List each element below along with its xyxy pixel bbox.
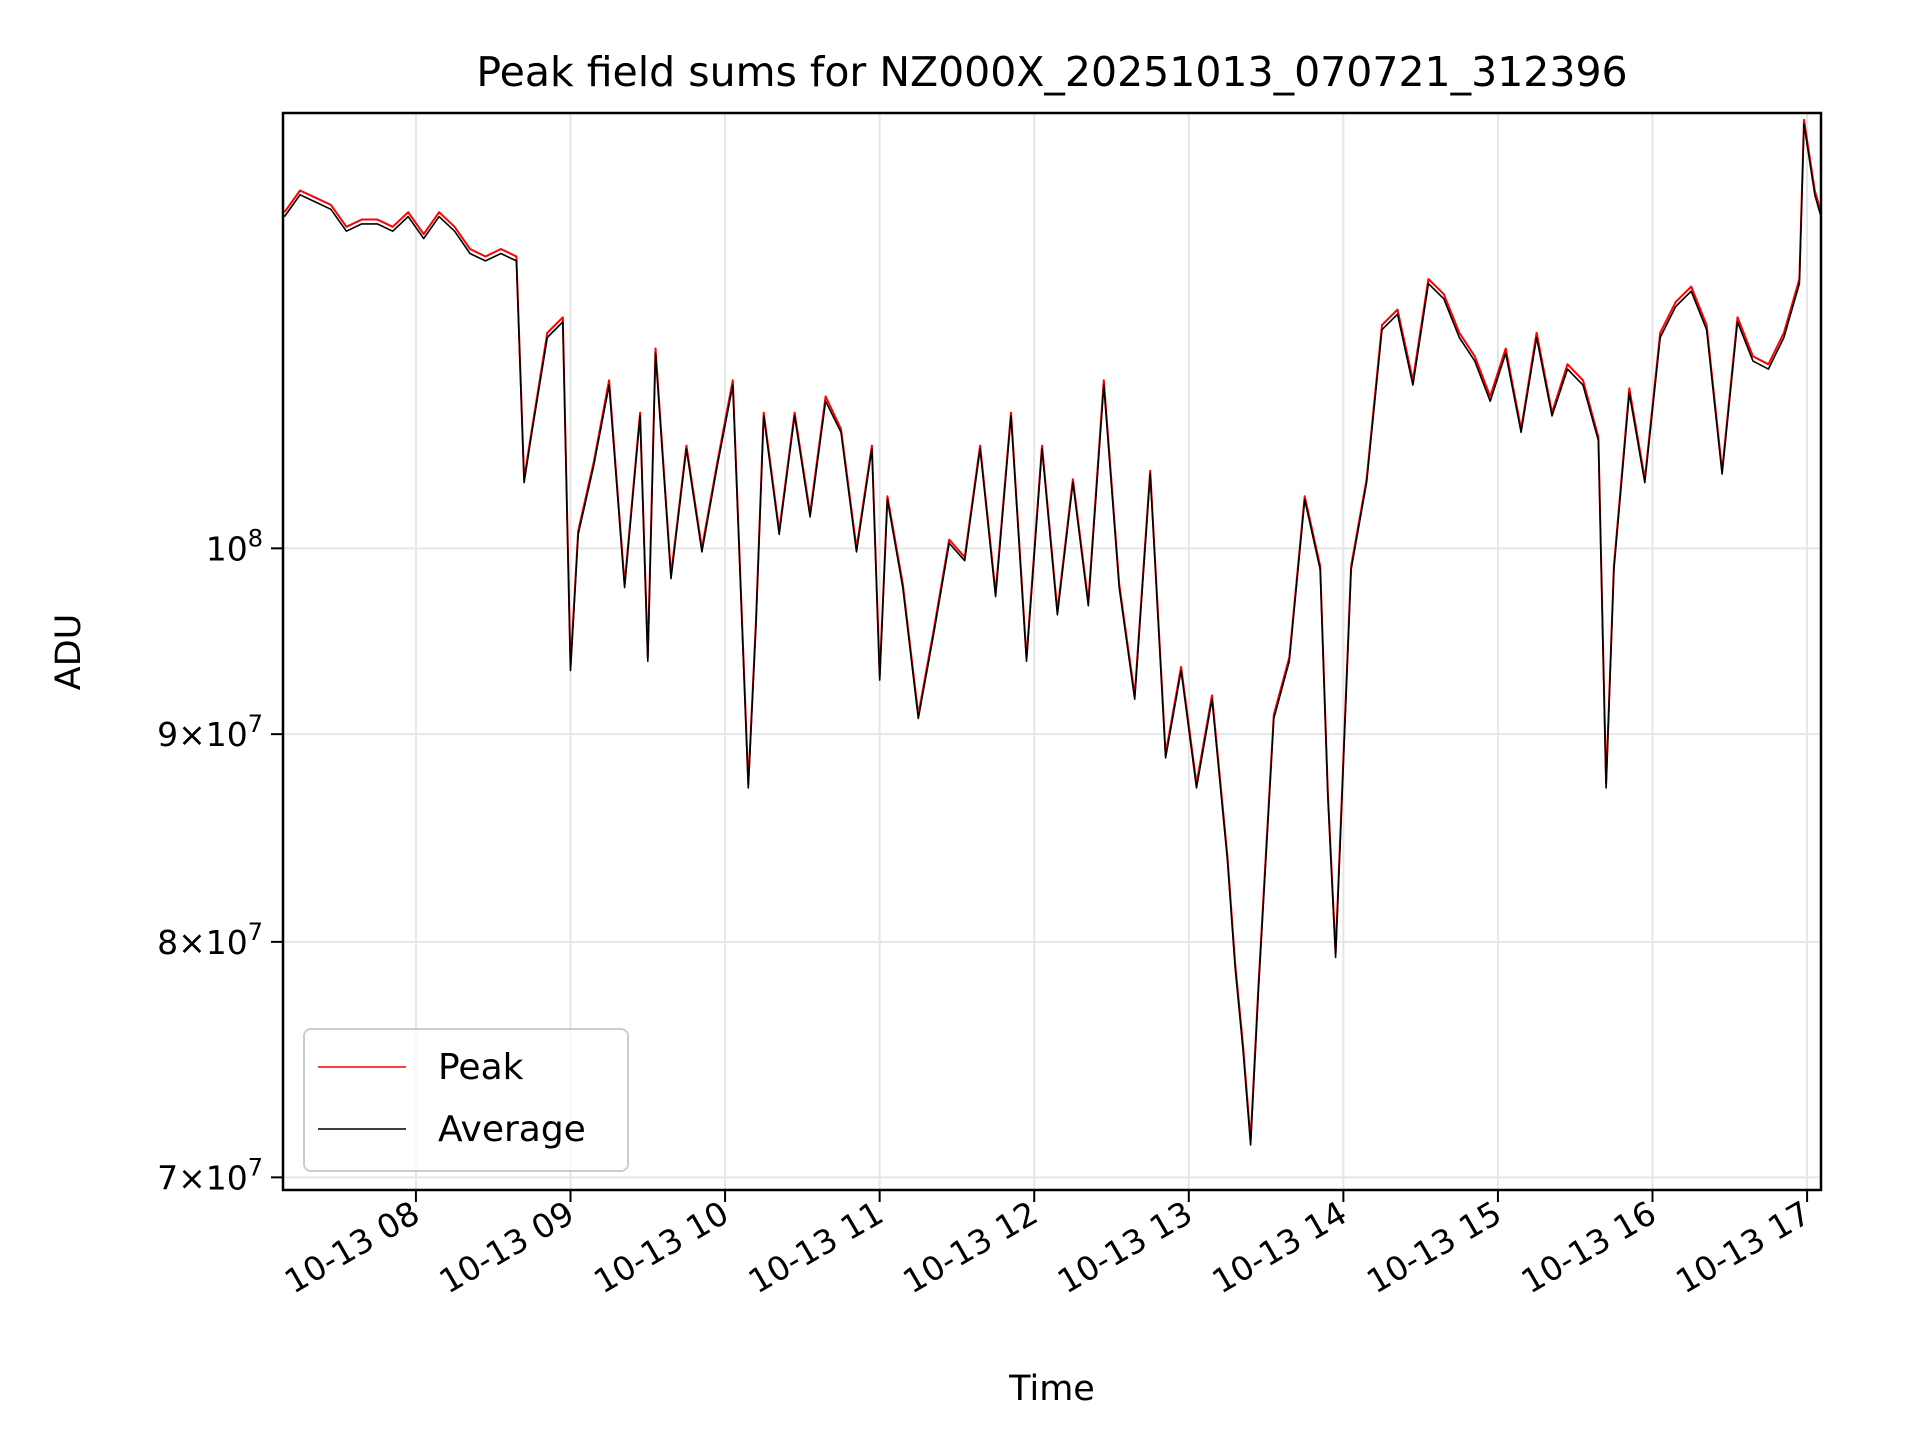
chart-title: Peak field sums for NZ000X_20251013_0707… [476,48,1627,96]
y-tick-label: 8×107 [157,918,263,962]
legend-peak-label: Peak [438,1047,524,1088]
legend-average-label: Average [438,1109,586,1150]
legend: Peak Average [303,1028,629,1172]
x-axis-label: Time [1008,1369,1095,1409]
y-tick-label: 7×107 [157,1153,263,1197]
series-line-average [283,123,1822,1146]
y-axis-ticks: 7×107 8×107 9×107 108 [157,524,283,1197]
series-layer [283,118,1822,1146]
plot-frame [281,111,1823,1192]
legend-box [303,1028,629,1172]
y-tick-label: 108 [206,524,263,568]
y-tick-label: 9×107 [157,710,263,754]
y-axis-label: ADU [49,614,89,691]
